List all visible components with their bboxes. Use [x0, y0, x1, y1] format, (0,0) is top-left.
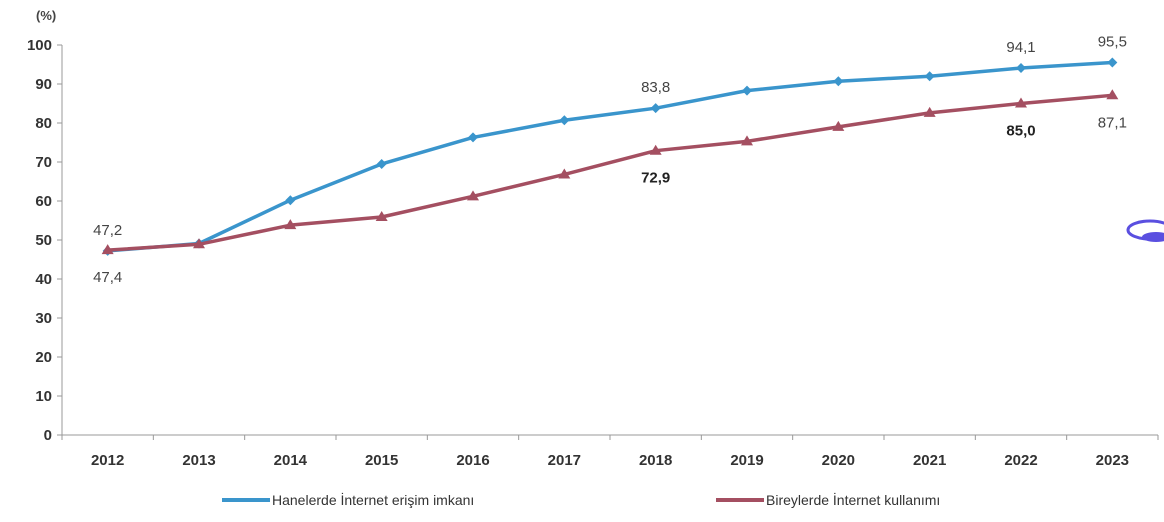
x-tick-label: 2014 [274, 452, 308, 469]
series-layer [101, 57, 1119, 256]
x-tick-label: 2023 [1096, 452, 1129, 469]
data-label: 94,1 [1006, 39, 1035, 56]
legend-item-individuals: Bireylerde İnternet kullanımı [716, 492, 940, 508]
x-tick-label: 2022 [1004, 452, 1037, 469]
series-1-point [193, 238, 205, 249]
y-tick-label: 70 [35, 154, 52, 171]
series-1-point [649, 144, 662, 155]
series-0-point [1016, 63, 1026, 74]
legend-label-individuals: Bireylerde İnternet kullanımı [766, 492, 941, 508]
data-label: 47,4 [93, 269, 122, 286]
y-tick-label: 50 [35, 232, 52, 249]
series-1-point [1106, 89, 1119, 100]
series-1-point [467, 190, 479, 201]
y-tick-label: 100 [27, 37, 52, 54]
series-1-point [558, 168, 571, 179]
data-label: 87,1 [1098, 114, 1127, 131]
y-tick-label: 60 [35, 193, 52, 210]
y-tick-label: 90 [35, 76, 52, 93]
series-1-point [923, 106, 936, 117]
series-1-point [832, 120, 845, 131]
decorative-ring-icon [1126, 219, 1164, 242]
legend-item-households: Hanelerde İnternet erişim imkanı [222, 492, 474, 508]
data-label: 85,0 [1006, 123, 1035, 140]
x-tick-label: 2013 [182, 452, 215, 469]
series-line-0 [105, 60, 1115, 253]
data-label: 47,2 [93, 222, 122, 239]
series-1-point [101, 244, 114, 255]
series-0-point [285, 195, 296, 206]
axes: 0 10 20 30 40 50 60 70 80 90 100 2012 2013 2014 2015 20… [27, 37, 1159, 469]
x-tick-label: 2016 [456, 452, 489, 469]
x-tick-label: 2018 [639, 452, 672, 469]
x-tick-label: 2017 [548, 452, 581, 469]
data-labels: 47,2 47,4 83,8 72,9 94,1 85,0 95,5 87,1 [93, 34, 1127, 287]
x-tick-label: 2021 [913, 452, 946, 469]
y-tick-label: 0 [44, 427, 52, 444]
legend-label-households: Hanelerde İnternet erişim imkanı [272, 492, 475, 508]
series-0-point [924, 71, 935, 82]
legend-swatch-households [222, 498, 270, 502]
series-1-point [375, 210, 388, 221]
data-label: 83,8 [641, 79, 670, 96]
data-label: 95,5 [1098, 34, 1127, 51]
data-label: 72,9 [641, 170, 670, 187]
x-tick-label: 2019 [730, 452, 763, 469]
series-0-point [742, 85, 752, 96]
series-0-point [559, 115, 570, 126]
y-tick-label: 30 [35, 310, 52, 327]
series-1-point [1015, 97, 1027, 108]
series-1-point [284, 219, 297, 230]
series-0-point [376, 158, 387, 169]
x-tick-label: 2012 [91, 452, 124, 469]
y-tick-label: 40 [35, 271, 52, 288]
x-tick-label: 2015 [365, 452, 398, 469]
y-tick-label: 80 [35, 115, 52, 132]
legend-swatch-individuals [716, 498, 764, 502]
y-tick-label: 20 [35, 349, 52, 366]
series-0-point [833, 76, 844, 87]
y-tick-label: 10 [35, 388, 52, 405]
series-0-point [468, 132, 478, 143]
series-line-1 [105, 93, 1115, 252]
series-0-point [1107, 57, 1118, 68]
y-axis-unit-label: (%) [36, 8, 56, 23]
series-0-point [650, 103, 661, 114]
series-1-point [741, 135, 753, 146]
x-tick-label: 2020 [822, 452, 855, 469]
